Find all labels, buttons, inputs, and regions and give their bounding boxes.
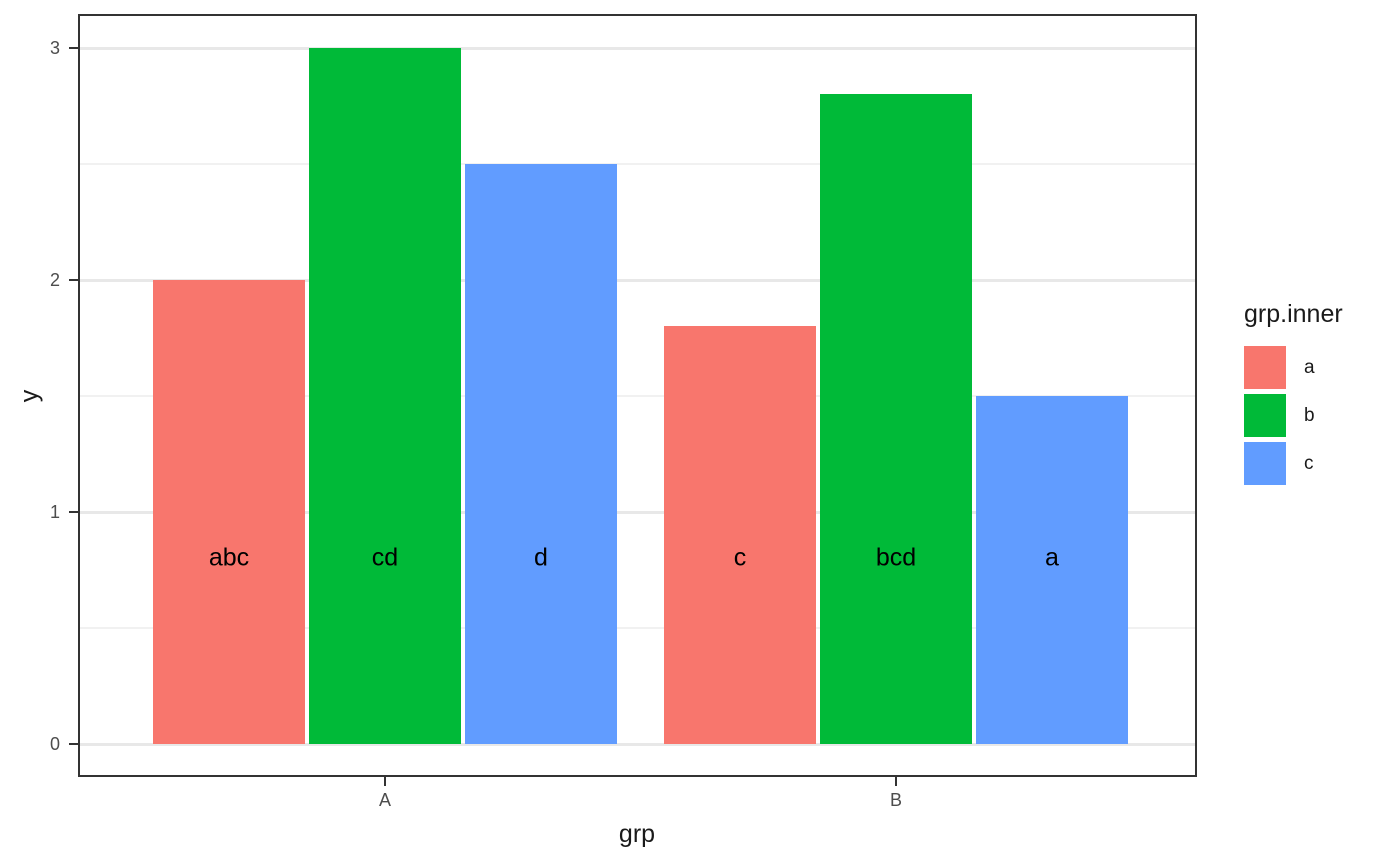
legend-label: a: [1304, 356, 1315, 378]
legend-key-swatch: [1244, 442, 1286, 485]
y-axis-tick: [69, 511, 78, 513]
x-tick-label: A: [378, 790, 391, 810]
legend-entry-c: c: [1244, 442, 1343, 485]
gridline-minor: [78, 163, 1197, 165]
legend-label: b: [1304, 404, 1315, 426]
x-axis-title: grp: [618, 820, 656, 848]
y-tick-label: 0: [49, 734, 60, 754]
bar-label-A-a: abc: [208, 543, 250, 572]
bar-A-c: [465, 164, 617, 744]
x-tick-label: B: [889, 790, 902, 810]
y-axis-title: y: [15, 389, 44, 403]
bar-label-B-a: c: [733, 543, 747, 572]
plot-panel: abc cd d c bcd a: [78, 14, 1197, 777]
x-axis-tick: [384, 777, 386, 786]
legend-title: grp.inner: [1244, 300, 1343, 328]
y-tick-label: 2: [49, 270, 60, 290]
legend-key-swatch: [1244, 346, 1286, 389]
y-axis-tick: [69, 743, 78, 745]
bar-B-c: [976, 396, 1128, 744]
y-tick-label: 3: [49, 38, 60, 58]
bar-A-a: [153, 280, 305, 744]
gridline-major: [78, 278, 1197, 282]
gridline-major: [78, 742, 1197, 746]
legend: grp.inner a b c: [1244, 300, 1343, 490]
legend-entry-a: a: [1244, 346, 1343, 389]
gridline-minor: [78, 395, 1197, 397]
legend-entries: a b c: [1244, 346, 1343, 485]
bar-B-a: [664, 326, 816, 744]
legend-key-swatch: [1244, 394, 1286, 437]
y-axis-tick: [69, 47, 78, 49]
gridline-major: [78, 46, 1197, 50]
bar-label-A-c: d: [534, 543, 548, 572]
gridline-minor: [78, 627, 1197, 629]
x-axis-tick: [895, 777, 897, 786]
bar-A-b: [309, 48, 461, 744]
bar-label-B-b: bcd: [875, 543, 917, 572]
y-axis-tick: [69, 279, 78, 281]
legend-entry-b: b: [1244, 394, 1343, 437]
gridline-major: [78, 510, 1197, 514]
y-tick-label: 1: [49, 502, 60, 522]
legend-label: c: [1304, 452, 1314, 474]
bar-label-B-c: a: [1045, 543, 1059, 572]
bar-label-A-b: cd: [371, 543, 399, 572]
bar-B-b: [820, 94, 972, 744]
